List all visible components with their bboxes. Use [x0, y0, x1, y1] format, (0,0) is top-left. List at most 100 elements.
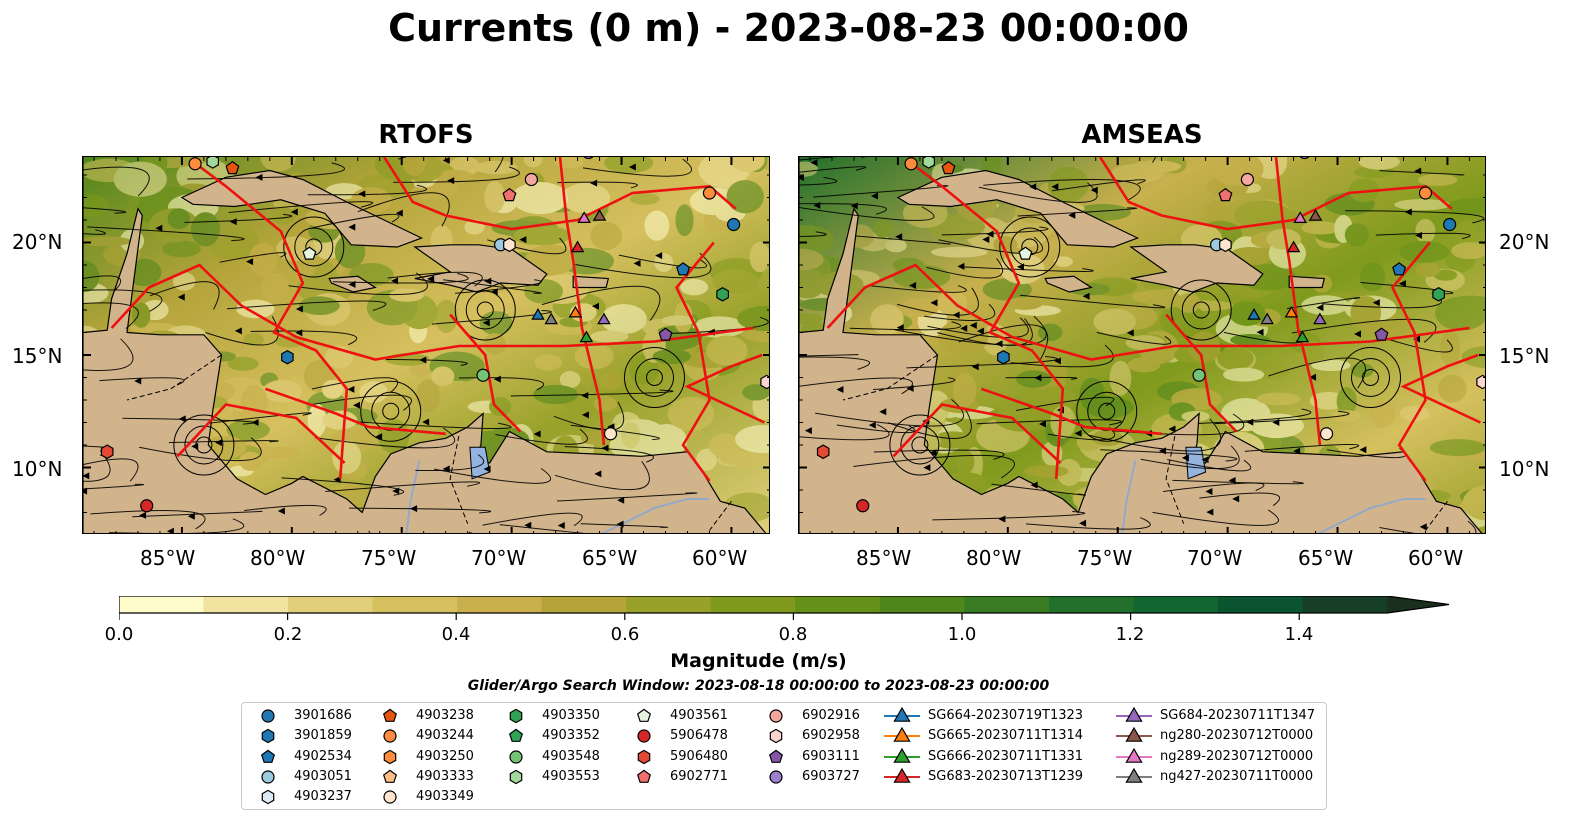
colorbar-segment [1217, 596, 1303, 613]
streamline [557, 181, 638, 189]
float-track [192, 160, 349, 479]
streamline [1268, 357, 1366, 389]
streamline [1286, 296, 1361, 310]
legend-marker [509, 769, 523, 785]
streamline [1379, 520, 1477, 533]
colorbar-segment [1302, 596, 1388, 613]
streamline-arrow [1074, 429, 1082, 437]
streamline [219, 252, 287, 263]
legend-marker [768, 749, 784, 763]
legend-label: SG666-20230711T1331 [928, 748, 1084, 764]
legend-label: 4903244 [416, 728, 474, 744]
streamline [385, 358, 468, 366]
streamline [570, 424, 660, 440]
streamline [1167, 459, 1252, 472]
streamline-arrow [581, 411, 589, 419]
streamline-arrow [348, 280, 356, 288]
streamline [1088, 418, 1222, 452]
legend-label: 6903727 [802, 768, 860, 784]
streamline-arrow [616, 520, 624, 528]
eddy-streamline [454, 279, 516, 341]
float-marker [922, 157, 935, 169]
float-track [176, 403, 346, 464]
streamline [799, 354, 859, 357]
legend-label: 4903352 [542, 728, 600, 744]
eddy-streamline [1010, 227, 1050, 267]
legend-marker [769, 770, 783, 784]
streamline-arrow [482, 319, 490, 327]
legend-label: 5906478 [670, 728, 728, 744]
streamline-arrow [971, 363, 979, 371]
streamline-arrow [906, 384, 914, 392]
streamline-arrow [930, 299, 938, 307]
streamline [168, 440, 279, 444]
streamline [83, 229, 106, 235]
streamline-arrow [139, 511, 147, 519]
streamline [575, 252, 712, 279]
streamline-arrow [633, 259, 641, 267]
float-marker [544, 312, 558, 325]
float-marker [676, 262, 691, 276]
streamline [1379, 170, 1465, 176]
streamline-arrow [1359, 446, 1367, 454]
legend-label: 4903350 [542, 708, 600, 723]
streamline [959, 266, 1094, 272]
streamline [1100, 449, 1238, 462]
streamline [415, 454, 484, 472]
colorbar-extend-arrow [1387, 596, 1449, 613]
float-track [110, 263, 754, 361]
eddy-streamline [195, 436, 213, 454]
streamline-arrow [524, 521, 532, 529]
streamline-arrow [1181, 454, 1189, 462]
legend-marker [636, 769, 652, 783]
float-marker [658, 327, 673, 341]
legend-label: 6903111 [802, 748, 860, 764]
legend-label: ng427-20230711T0000 [1160, 768, 1314, 784]
streamline [83, 275, 121, 292]
land-cuba [896, 169, 1140, 248]
country-border [126, 354, 222, 401]
legend-label: 4902534 [294, 748, 352, 764]
land-puertorico [572, 275, 610, 289]
eddy-streamline [1181, 290, 1221, 330]
streamline-arrow [995, 340, 1003, 348]
streamline-arrow [519, 236, 527, 244]
float-marker [476, 368, 490, 382]
streamline [99, 377, 185, 386]
streamline [873, 377, 956, 390]
float-track [1390, 241, 1431, 482]
circle-marker-icon [769, 709, 783, 723]
float-track [1274, 157, 1322, 446]
float-marker [702, 186, 717, 200]
lon-tick-rtofs-70w: 70°W [471, 546, 527, 570]
float-marker [1018, 246, 1033, 260]
float-marker [225, 160, 240, 175]
streamline-arrow [1309, 373, 1317, 381]
land-hispaniola [1129, 244, 1264, 293]
streamline [208, 412, 312, 424]
streamline-arrow [1079, 519, 1087, 527]
streamline [83, 302, 139, 329]
float-marker [1240, 172, 1255, 187]
float-marker [1260, 312, 1274, 325]
panel-title-rtofs: RTOFS [378, 120, 474, 150]
colorbar-segment [1133, 596, 1219, 613]
streamline [1025, 517, 1151, 530]
streamline-arrow [998, 515, 1006, 523]
streamline [799, 166, 867, 173]
float-marker [816, 444, 830, 460]
panel-title-amseas: AMSEAS [1081, 120, 1203, 150]
rtofs-map [82, 156, 770, 534]
circle-marker-icon [261, 709, 275, 723]
colorbar-tick-2: 0.4 [441, 624, 471, 645]
legend-label: 4903237 [294, 789, 352, 805]
streamline-arrow [215, 439, 223, 447]
legend-label: 6902771 [670, 768, 728, 784]
legend-marker [1125, 727, 1143, 743]
legend-label: ng280-20230712T0000 [1160, 728, 1314, 744]
pentagon-marker-icon [508, 728, 524, 743]
streamline [1140, 445, 1240, 470]
streamline-arrow [923, 464, 931, 472]
streamline [799, 176, 838, 186]
circle-marker-icon [383, 729, 397, 743]
